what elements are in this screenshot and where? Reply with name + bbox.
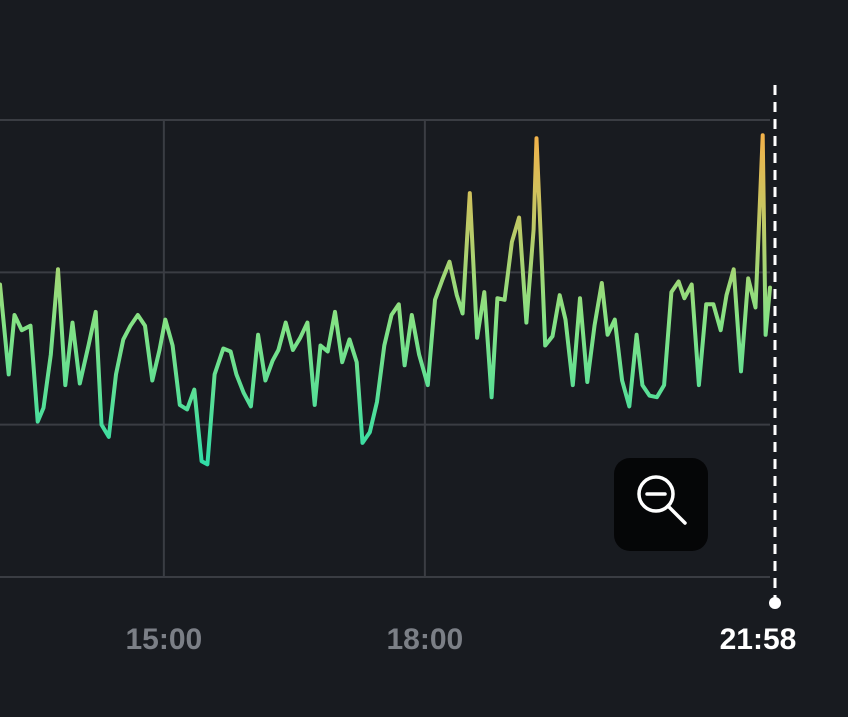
x-tick-label: 18:00 [387,623,464,656]
zoom-icon [637,475,675,513]
cursor-dot [769,597,781,609]
x-tick-label: 21:58 [720,623,797,656]
zoom-out-button[interactable] [614,458,708,551]
data-line [0,133,772,467]
zoom-out-bg[interactable] [614,458,708,551]
zoom-icon-handle [666,504,687,525]
x-tick-label: 15:00 [125,623,202,656]
